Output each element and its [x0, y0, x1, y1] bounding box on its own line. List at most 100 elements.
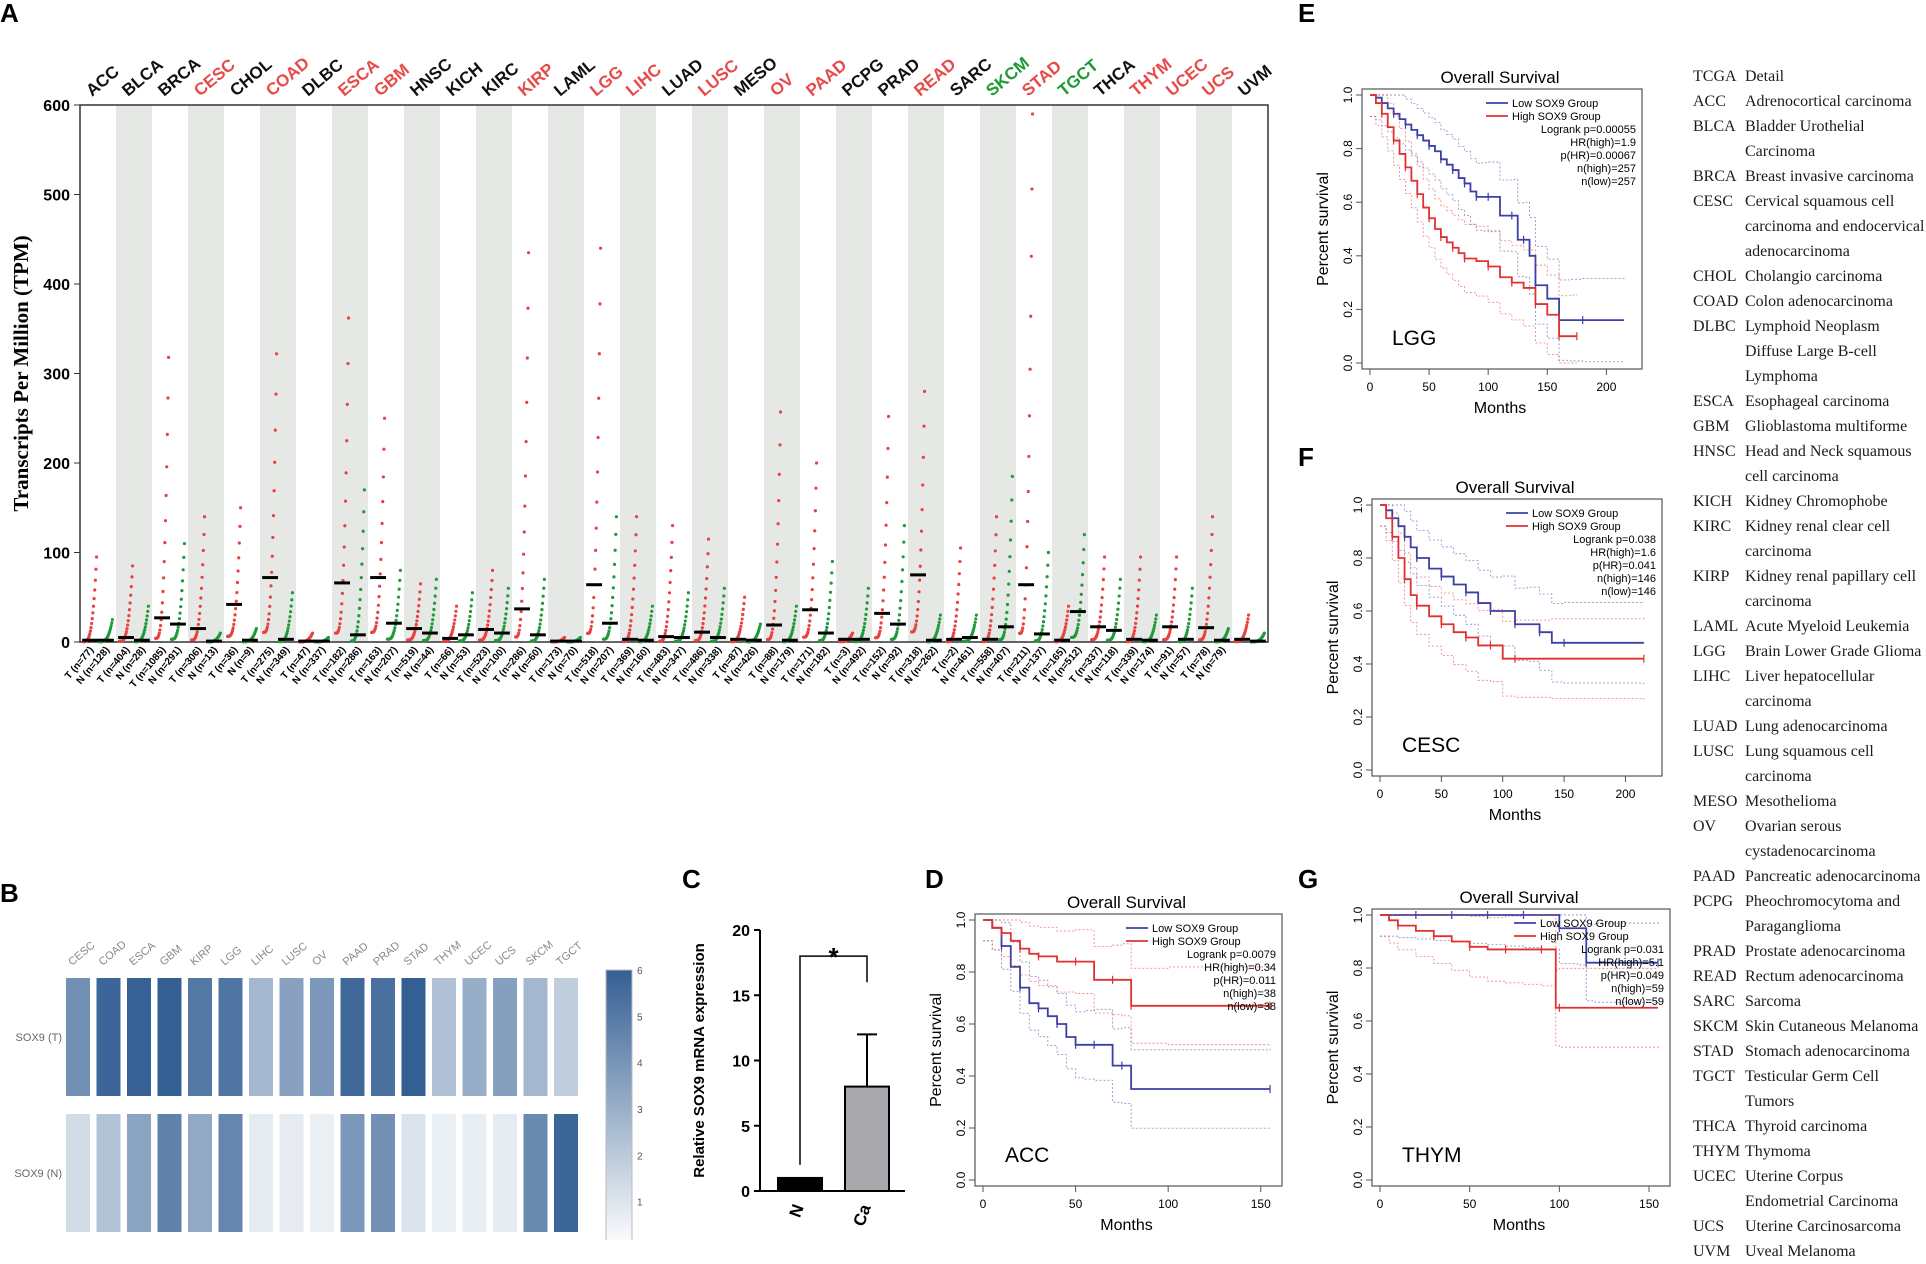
data-point: [89, 625, 93, 630]
data-point: [434, 577, 438, 581]
x-tick-label: 150: [1639, 1197, 1659, 1211]
data-point: [719, 617, 723, 621]
y-tick-label: 0.6: [1351, 602, 1365, 619]
data-point: [630, 613, 634, 617]
data-point: [520, 599, 524, 603]
abbreviation-fullname: Prostate adenocarcinoma: [1745, 943, 1906, 960]
legend-label: High SOX9 Group: [1540, 931, 1629, 943]
data-point: [290, 598, 294, 602]
data-point: [466, 626, 470, 630]
statistics-text: HR(high)=1.9: [1570, 137, 1636, 149]
abbreviation-fullname: Adrenocortical carcinoma: [1745, 93, 1912, 110]
data-point: [813, 529, 817, 533]
data-point: [176, 628, 180, 633]
data-point: [506, 586, 510, 590]
abbreviation-code: LUAD: [1693, 718, 1738, 735]
abbreviation-row: HNSC Head and Neck squamous cell carcinom…: [1693, 439, 1925, 489]
data-point: [596, 435, 600, 440]
data-point: [487, 614, 491, 618]
abbreviation-row: SARC Sarcoma: [1693, 989, 1925, 1014]
data-point: [670, 524, 675, 528]
data-point: [606, 631, 610, 636]
data-point: [952, 628, 956, 632]
data-point: [989, 619, 993, 623]
data-point: [609, 617, 613, 621]
data-point: [986, 634, 991, 638]
data-point: [1152, 623, 1157, 628]
data-point: [397, 587, 401, 591]
data-point: [774, 575, 778, 579]
data-point: [594, 526, 598, 530]
abbreviation-row: KIRC Kidney renal clear cell carcinoma: [1693, 514, 1925, 564]
color-scale-tick: 1: [637, 1198, 643, 1209]
data-point: [382, 447, 386, 451]
qpcr-bar-chart: 0 5 10 15 20 Relative SOX9 mRNA expression N Ca…: [691, 923, 905, 1229]
abbreviation-row: PAAD Pancreatic adenocarcinoma: [1693, 864, 1925, 889]
data-point: [182, 555, 186, 559]
data-point: [808, 619, 812, 623]
data-point: [142, 630, 146, 634]
data-point: [650, 604, 655, 608]
data-point: [974, 613, 979, 617]
data-point: [157, 631, 161, 635]
data-point: [830, 571, 834, 575]
data-point: [415, 614, 420, 619]
data-point: [395, 614, 399, 618]
data-point: [899, 598, 903, 603]
data-point: [702, 617, 706, 621]
data-point: [958, 559, 962, 564]
heatmap-column-label: OV: [310, 948, 330, 968]
x-tick-label: N: [786, 1202, 808, 1220]
abbreviation-code: SARC: [1693, 993, 1735, 1010]
data-point: [562, 635, 567, 640]
data-point: [373, 626, 377, 631]
data-point: [1030, 187, 1034, 191]
data-point: [130, 564, 135, 568]
data-point: [179, 605, 183, 609]
data-point: [990, 605, 994, 610]
data-point: [345, 439, 349, 443]
data-point: [1027, 414, 1032, 418]
y-tick-label: 0: [741, 1184, 750, 1201]
data-point: [542, 586, 546, 590]
heatmap-column-label: LGG: [219, 944, 245, 968]
data-point: [1006, 593, 1010, 597]
abbreviation-fullname: Kidney renal papillary cell carcinoma: [1745, 568, 1917, 610]
data-point: [1170, 620, 1174, 624]
data-point: [340, 602, 344, 606]
data-point: [1207, 596, 1211, 600]
data-point: [864, 607, 869, 611]
heatmap-cell: [66, 1114, 90, 1232]
abbreviation-code: READ: [1693, 968, 1737, 985]
cancer-column-band: [404, 105, 440, 642]
x-tick-label: Ca: [849, 1201, 874, 1228]
data-point: [701, 621, 705, 626]
heatmap-column-label: PRAD: [371, 939, 402, 968]
data-point: [519, 609, 523, 614]
data-point: [237, 556, 241, 560]
abbreviation-code: ACC: [1693, 93, 1726, 110]
data-point: [916, 607, 920, 612]
cancer-type-label: THCA: [1090, 55, 1138, 100]
data-point: [988, 624, 992, 628]
y-tick-label: 0.4: [1351, 1065, 1365, 1082]
data-point: [1202, 632, 1207, 636]
y-axis-label: Relative SOX9 mRNA expression: [691, 943, 708, 1178]
confidence-band: [983, 919, 1271, 969]
y-tick-label: 400: [43, 277, 70, 294]
data-point: [289, 604, 293, 608]
data-point: [182, 541, 186, 546]
abbreviation-code: KIRC: [1693, 518, 1732, 535]
data-point: [165, 465, 169, 469]
cancer-column-band: [1124, 105, 1160, 642]
data-point: [607, 629, 611, 633]
data-point: [883, 543, 888, 547]
data-point: [160, 601, 164, 605]
data-point: [396, 595, 401, 599]
abbreviation-row: STAD Stomach adenocarcinoma: [1693, 1039, 1925, 1064]
data-point: [467, 622, 471, 627]
data-point: [235, 580, 240, 585]
data-point: [895, 630, 899, 634]
data-point: [806, 627, 811, 631]
data-point: [1029, 254, 1033, 258]
